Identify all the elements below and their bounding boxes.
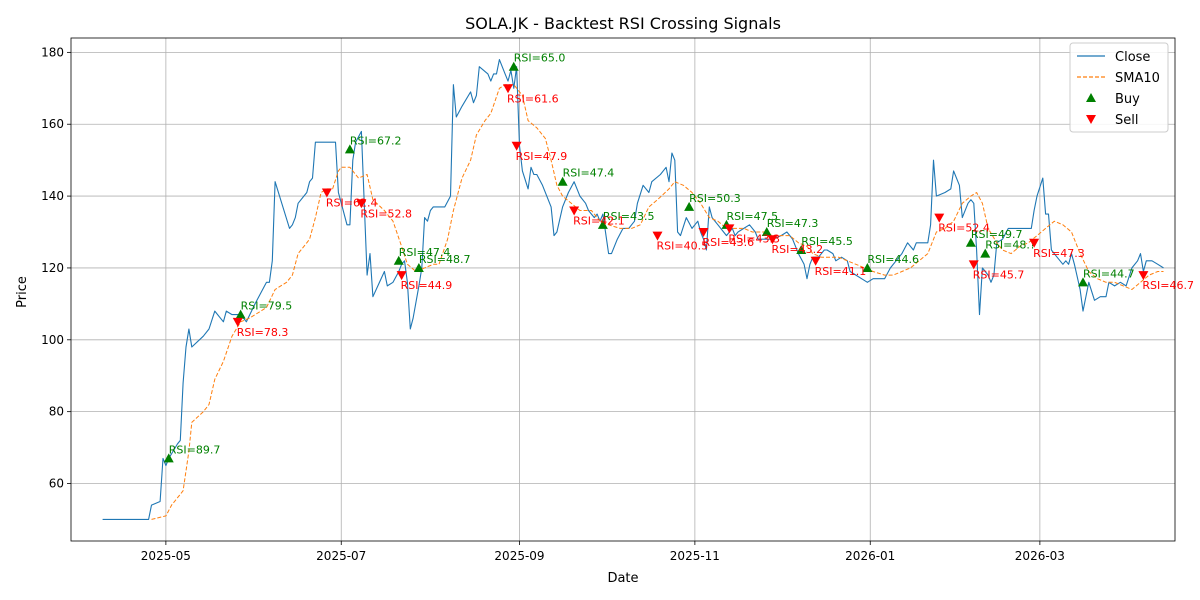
buy-marker	[761, 227, 772, 237]
legend-swatch-buy	[1086, 93, 1096, 102]
signal-markers: RSI=89.7RSI=79.5RSI=67.2RSI=47.4RSI=48.7…	[163, 52, 1194, 463]
sell-marker	[569, 206, 580, 216]
y-tick-label: 180	[41, 45, 64, 59]
buy-marker	[796, 244, 807, 254]
sell-annotation: RSI=44.9	[401, 279, 453, 292]
sell-annotation: RSI=61.6	[507, 92, 559, 105]
x-tick-label: 2026-03	[1015, 549, 1065, 563]
buy-marker	[413, 262, 424, 272]
sell-marker	[652, 231, 663, 241]
series-line-sma10	[151, 84, 1164, 520]
sell-marker	[1029, 238, 1040, 248]
legend-label-sell: Sell	[1115, 113, 1138, 128]
sell-marker	[724, 224, 735, 234]
sell-annotation: RSI=40.5	[657, 240, 709, 253]
sell-marker	[511, 141, 522, 151]
buy-marker	[1078, 277, 1088, 287]
legend-box	[1069, 42, 1169, 133]
sell-marker	[767, 235, 778, 245]
sell-marker	[321, 188, 332, 198]
sell-marker	[1138, 271, 1149, 281]
buy-marker	[344, 144, 355, 154]
y-tick-label: 60	[49, 477, 64, 491]
buy-annotation: RSI=47.4	[563, 167, 615, 180]
plot-area	[102, 59, 1164, 520]
buy-annotation: RSI=48.?	[985, 239, 1036, 252]
legend-swatch-sell	[1086, 115, 1096, 124]
sell-marker	[810, 256, 821, 266]
y-tick-label: 160	[41, 117, 64, 131]
x-tick-label: 2025-11	[670, 549, 720, 563]
buy-annotation: RSI=50.3	[689, 192, 741, 205]
sell-marker	[396, 271, 407, 281]
sell-annotation: RSI=52.4	[938, 222, 990, 235]
buy-annotation: RSI=67.2	[350, 134, 402, 147]
buy-marker	[980, 248, 991, 258]
sell-marker	[503, 84, 513, 94]
sell-annotation: RSI=43.3	[728, 232, 780, 245]
sell-annotation: RSI=52.8	[360, 207, 412, 220]
legend-label-buy: Buy	[1115, 92, 1140, 107]
buy-annotation: RSI=44.7	[1083, 267, 1135, 280]
buy-annotation: RSI=49.7	[971, 228, 1023, 241]
x-tick-label: 2025-09	[494, 549, 544, 563]
buy-annotation: RSI=43.5	[603, 210, 655, 223]
legend: Close SMA10 Buy Sell	[1069, 42, 1169, 133]
buy-marker	[862, 262, 873, 272]
y-tick-label: 120	[41, 261, 64, 275]
sell-marker	[698, 228, 709, 238]
buy-marker	[235, 309, 246, 319]
sell-annotation: RSI=43.2	[772, 243, 824, 256]
sell-annotation: RSI=42.1	[573, 214, 625, 227]
series-line-close	[102, 59, 1164, 520]
buy-marker	[557, 176, 568, 186]
buy-annotation: RSI=44.6	[867, 253, 919, 266]
buy-marker	[597, 219, 608, 229]
chart-title: SOLA.JK - Backtest RSI Crossing Signals	[465, 14, 781, 33]
sell-annotation: RSI=45.7	[973, 268, 1025, 281]
sell-marker	[968, 260, 979, 270]
legend-label-close: Close	[1115, 50, 1150, 65]
legend-label-sma10: SMA10	[1115, 71, 1160, 86]
x-axis-label: Date	[607, 571, 638, 586]
axes: 2025-05 2025-07 2025-09 2025-11 2026-01 2026-…	[41, 37, 1176, 563]
y-axis-label: Price	[15, 276, 30, 308]
sell-annotation: RSI=78.3	[237, 326, 289, 339]
x-tick-label: 2026-01	[845, 549, 895, 563]
sell-marker	[356, 199, 367, 209]
grid-lines	[71, 38, 1175, 541]
buy-annotation: RSI=48.7	[419, 253, 471, 266]
buy-marker	[508, 61, 519, 71]
buy-annotation: RSI=47.4	[399, 246, 451, 259]
sell-annotation: RSI=41.1	[815, 265, 867, 278]
sell-annotation: RSI=43.6	[703, 236, 755, 249]
y-tick-label: 100	[41, 333, 64, 347]
sell-marker	[232, 317, 243, 327]
x-tick-label: 2025-07	[316, 549, 366, 563]
sell-annotation: RSI=47.3	[1033, 247, 1085, 260]
buy-marker	[393, 255, 404, 265]
buy-annotation: RSI=79.5	[241, 300, 293, 313]
buy-annotation: RSI=65.0	[514, 52, 566, 65]
buy-marker	[965, 237, 976, 247]
buy-annotation: RSI=47.3	[767, 217, 819, 230]
buy-annotation: RSI=89.7	[169, 443, 221, 456]
sell-annotation: RSI=46.7	[1142, 279, 1194, 292]
plot-frame	[70, 37, 1176, 542]
buy-annotation: RSI=45.5	[801, 235, 853, 248]
sell-marker	[934, 213, 945, 223]
x-tick-label: 2025-05	[141, 549, 191, 563]
buy-annotation: RSI=47.5	[727, 210, 779, 223]
buy-marker	[684, 201, 695, 211]
sell-annotation: RSI=47.9	[516, 150, 568, 163]
y-tick-label: 140	[41, 189, 64, 203]
y-tick-label: 80	[49, 405, 64, 419]
buy-marker	[163, 453, 174, 463]
